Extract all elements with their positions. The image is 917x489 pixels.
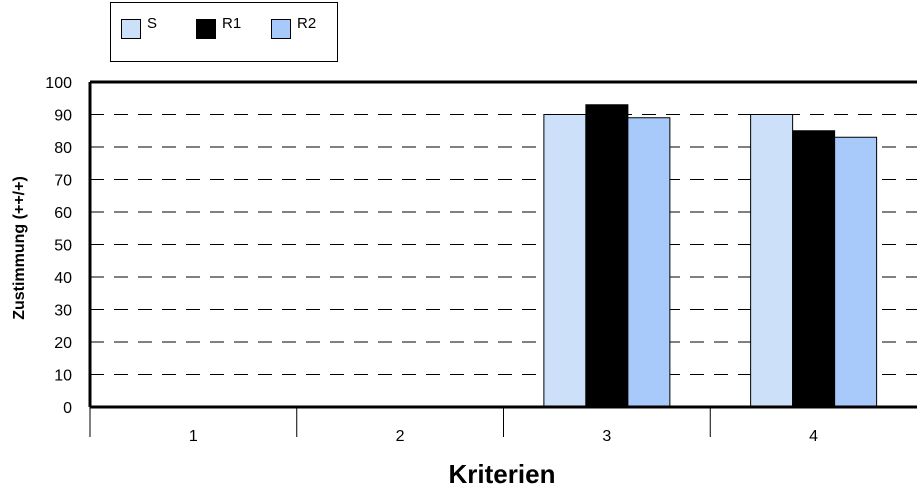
bar-r1-cat-3 (585, 104, 629, 408)
y-tick-label-0: 0 (63, 400, 72, 417)
legend-swatch-s (121, 19, 141, 39)
y-tick-label-90: 90 (54, 108, 72, 125)
legend-label-s: S (147, 15, 158, 32)
legend-label-r2: R2 (297, 15, 317, 32)
gridlines (90, 114, 917, 375)
x-tick-label-3: 3 (602, 428, 611, 445)
y-axis-title: Zustimmung (++/+) (11, 176, 28, 320)
bar-r2-cat-4 (834, 136, 878, 408)
y-tick-label-100: 100 (45, 75, 72, 92)
y-tick-label-70: 70 (54, 173, 72, 190)
y-tick-label-20: 20 (54, 335, 72, 352)
x-axis-title: Kriterien (449, 459, 556, 489)
y-tick-label-10: 10 (54, 368, 72, 385)
y-tick-labels: 0 10 20 30 40 50 60 70 80 90 100 (45, 75, 72, 417)
bar-s-cat-3 (543, 114, 587, 408)
legend-swatch-r2 (271, 19, 291, 39)
x-tick-label-2: 2 (396, 428, 405, 445)
x-tick-label-1: 1 (189, 428, 198, 445)
bar-r2-cat-3 (627, 117, 671, 408)
x-tick-labels: 1 2 3 4 (89, 407, 818, 445)
legend: S R1 R2 (110, 2, 338, 62)
bars (543, 104, 878, 408)
y-tick-label-80: 80 (54, 140, 72, 157)
x-tick-label-4: 4 (809, 428, 818, 445)
legend-swatch-r1 (196, 19, 216, 39)
bar-s-cat-4 (750, 114, 794, 408)
y-tick-label-30: 30 (54, 303, 72, 320)
bar-r1-cat-4 (792, 130, 836, 408)
legend-label-r1: R1 (222, 15, 242, 32)
y-tick-label-40: 40 (54, 270, 72, 287)
y-tick-label-50: 50 (54, 238, 72, 255)
y-tick-label-60: 60 (54, 205, 72, 222)
